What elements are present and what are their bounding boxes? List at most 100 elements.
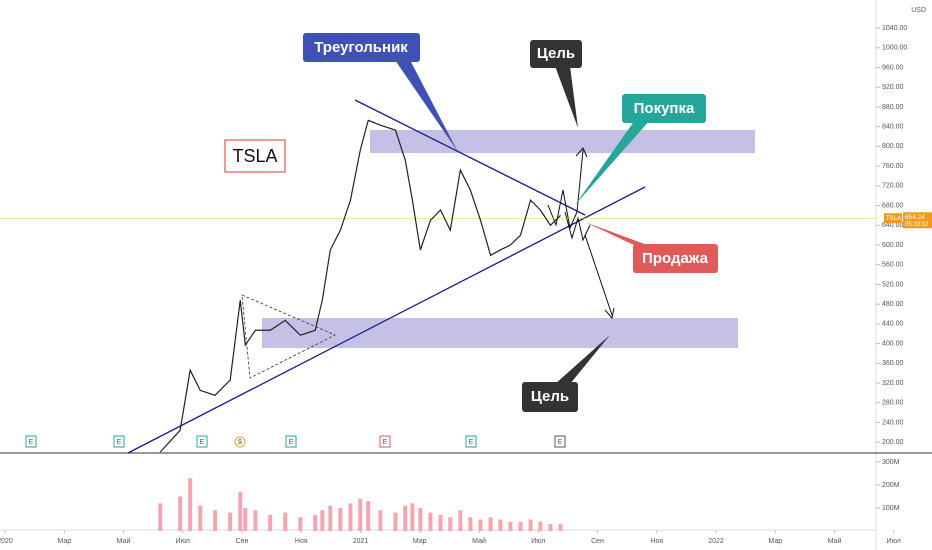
- countdown: 05:33:02: [905, 222, 929, 228]
- trend-line: [127, 186, 646, 454]
- price-tag: [884, 213, 902, 224]
- volume-bar: [458, 510, 463, 531]
- volume-bar: [528, 519, 533, 531]
- volume-bar: [188, 478, 193, 531]
- x-tick-label: Ноя: [295, 538, 308, 545]
- event: E: [200, 439, 205, 446]
- event-box: [554, 435, 566, 448]
- volume-bar: [548, 524, 553, 531]
- x-tick-label: 2020: [0, 538, 13, 545]
- y-tick-label: 200.00: [882, 439, 904, 446]
- arrow-head: [575, 147, 588, 158]
- volume-bar: [508, 521, 513, 531]
- callout: [303, 33, 420, 62]
- arrow-head: [604, 307, 615, 320]
- volume-bar: [558, 524, 563, 531]
- x-tick-label: Май: [828, 537, 842, 545]
- x-tick-label: Сен: [591, 538, 604, 545]
- event: $: [238, 439, 242, 446]
- ticker-box: [224, 139, 286, 173]
- y-tick-label: 560.00: [882, 262, 904, 269]
- y-tick-label: 880.00: [882, 104, 904, 111]
- x-tick-label: Май: [472, 537, 486, 545]
- x-tick-label: Июл: [176, 538, 190, 545]
- price-tag: [903, 212, 932, 229]
- event-box: [113, 435, 125, 448]
- x-tick-label: Май: [117, 537, 131, 545]
- target-zone: [262, 318, 738, 348]
- volume-bar: [448, 517, 453, 531]
- callout: [622, 94, 706, 123]
- volume-bar: [213, 510, 218, 531]
- volume-bar: [313, 514, 318, 531]
- volume-bar: [538, 521, 543, 531]
- volume-bar: [328, 505, 333, 531]
- x-tick-label: Мар: [768, 538, 782, 545]
- volume-bar: [428, 512, 433, 531]
- volume-bar: [378, 510, 383, 531]
- y-tick-label: 1040.00: [882, 25, 907, 32]
- volume-bar: [478, 519, 483, 531]
- callout: [522, 382, 578, 412]
- volume-bar: [243, 507, 248, 531]
- event-box: [465, 435, 477, 448]
- small-triangle: [241, 294, 336, 379]
- callout-text: Цель: [537, 45, 575, 62]
- callout-pointer: [575, 120, 650, 205]
- volume-bar: [298, 517, 303, 531]
- callout-pointer: [395, 60, 458, 152]
- volume-bar: [468, 517, 473, 531]
- y-tick-label: 760.00: [882, 163, 904, 170]
- volume-bar: [238, 491, 243, 531]
- volume-bar: [348, 503, 353, 531]
- y-tick-label: 640.00: [882, 222, 904, 229]
- y-tick-label: 680.00: [882, 202, 904, 209]
- y-tick-label: 320.00: [882, 380, 904, 387]
- y-tick-label: 600.00: [882, 242, 904, 249]
- target-zone: [370, 130, 755, 153]
- y-tick-label: 720.00: [882, 183, 904, 190]
- y-tick-label: 920.00: [882, 84, 904, 91]
- y-tick-label: 840.00: [882, 124, 904, 131]
- y-tick-label: 280.00: [882, 400, 904, 407]
- volume-bar: [488, 517, 493, 531]
- event: E: [117, 439, 122, 446]
- event: E: [29, 439, 34, 446]
- y-tick-label: 440.00: [882, 321, 904, 328]
- volume-bar: [358, 498, 363, 531]
- arrow: [576, 149, 584, 213]
- volume-tick-label: 200M: [882, 482, 900, 489]
- volume-bar: [438, 514, 443, 531]
- event: E: [558, 439, 563, 446]
- y-tick-label: 240.00: [882, 419, 904, 426]
- volume-bar: [498, 519, 503, 531]
- price-line: [159, 119, 561, 453]
- x-tick-label: Ноя: [650, 538, 663, 545]
- callout-pointer: [555, 335, 610, 384]
- ticker: TSLA: [232, 146, 277, 166]
- x-tick-label: Июл: [887, 538, 901, 545]
- volume-bar: [366, 501, 371, 531]
- callout-pointer: [585, 222, 650, 246]
- x-tick-label: 2021: [353, 538, 369, 545]
- callout: [633, 244, 718, 273]
- volume-bar: [268, 514, 273, 531]
- x-tick-label: 2022: [708, 538, 724, 545]
- last-price: 654.24: [905, 214, 925, 221]
- volume-bar: [253, 510, 258, 531]
- y-tick-label: 480.00: [882, 301, 904, 308]
- volume-bar: [178, 496, 183, 531]
- y-tick-label: 800.00: [882, 143, 904, 150]
- event: E: [469, 439, 474, 446]
- volume-bar: [158, 503, 163, 531]
- event-box: [25, 435, 37, 448]
- y-tick-label: 520.00: [882, 281, 904, 288]
- callout-text: Продажа: [642, 250, 709, 267]
- volume-bar: [518, 521, 523, 531]
- price-tag-ticker: TSLA: [886, 216, 901, 222]
- x-tick-label: Мар: [57, 538, 71, 545]
- volume-bar: [410, 503, 415, 531]
- y-tick-label: 960.00: [882, 64, 904, 71]
- event-box: [285, 435, 297, 448]
